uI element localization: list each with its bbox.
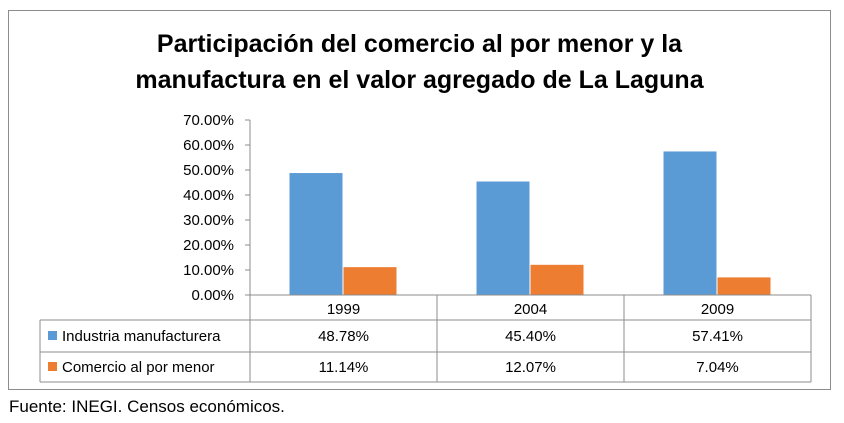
data-label-comercio-2009: 7.04%: [696, 359, 739, 376]
x-category-label-1999: 1999: [327, 301, 360, 318]
y-tick-label: 30.00%: [183, 212, 234, 229]
chart-title-line-1: Participación del comercio al por menor …: [156, 30, 683, 58]
chart-title: Participación del comercio al por menor …: [8, 26, 831, 98]
y-tick-label: 70.00%: [183, 112, 234, 129]
bar-comercio-2009: [717, 277, 771, 295]
data-label-comercio-1999: 11.14%: [319, 359, 369, 376]
y-tick-label: 10.00%: [183, 262, 234, 279]
legend-key-comercio: [48, 362, 57, 371]
y-tick-label: 60.00%: [183, 137, 234, 154]
legend-label-comercio: Comercio al por menor: [62, 359, 215, 376]
data-label-comercio-2004: 12.07%: [505, 359, 556, 376]
y-tick-label: 50.00%: [183, 162, 234, 179]
legend-label-industria: Industria manufacturera: [62, 328, 221, 345]
data-label-industria-2004: 45.40%: [505, 328, 556, 345]
chart-title-line-2: manufactura en el valor agregado de La L…: [135, 66, 704, 94]
bar-industria-2004: [476, 181, 530, 295]
data-label-industria-1999: 48.78%: [318, 328, 369, 345]
y-tick-label: 0.00%: [191, 287, 234, 304]
x-category-label-2009: 2009: [701, 301, 734, 318]
y-tick-label: 40.00%: [183, 187, 234, 204]
source-note: Fuente: INEGI. Censos económicos.: [9, 397, 285, 416]
legend-key-industria: [48, 331, 57, 340]
y-tick-label: 20.00%: [183, 237, 234, 254]
bar-comercio-1999: [343, 267, 397, 295]
bar-industria-1999: [289, 173, 343, 295]
x-category-label-2004: 2004: [514, 301, 547, 318]
bar-industria-2009: [663, 151, 717, 295]
data-label-industria-2009: 57.41%: [692, 328, 743, 345]
bar-comercio-2004: [530, 264, 584, 295]
